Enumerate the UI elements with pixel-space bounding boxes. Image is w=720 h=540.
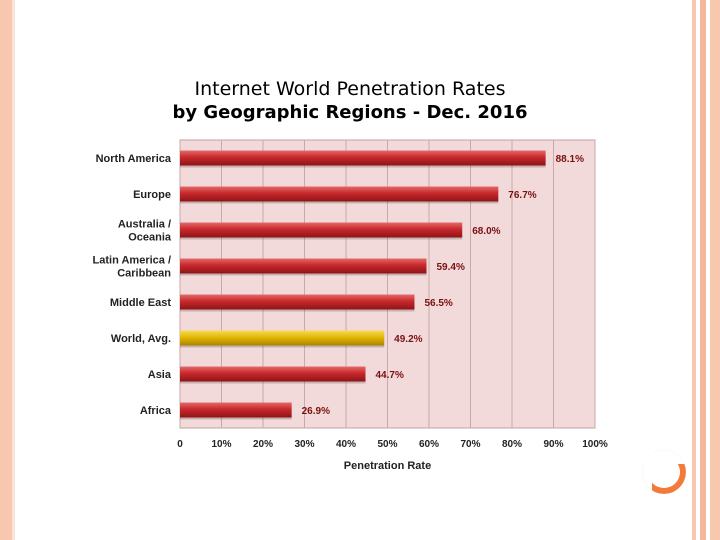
left-border: [0, 0, 12, 540]
bar: [180, 186, 499, 202]
category-label: Africa: [140, 405, 172, 417]
x-tick-label: 40%: [336, 439, 356, 450]
category-label: Middle East: [110, 297, 171, 309]
category-label: Australia /: [118, 219, 171, 231]
x-tick-label: 30%: [294, 439, 314, 450]
x-tick-label: 70%: [460, 439, 480, 450]
data-label: 26.9%: [302, 406, 330, 417]
x-axis-title: Penetration Rate: [344, 460, 431, 472]
category-label: Asia: [148, 369, 172, 381]
chart-title: Internet World Penetration Rates: [194, 78, 506, 100]
x-tick-label: 60%: [419, 439, 439, 450]
data-label: 76.7%: [508, 190, 536, 201]
bar: [180, 258, 427, 274]
category-label: Europe: [133, 189, 171, 201]
data-label: 88.1%: [556, 154, 584, 165]
bar-world-avg: [180, 330, 385, 346]
data-label: 44.7%: [376, 370, 404, 381]
bar: [180, 402, 292, 418]
data-label: 49.2%: [394, 334, 422, 345]
category-label: Caribbean: [117, 268, 171, 280]
category-label: North America: [96, 153, 172, 165]
x-tick-label: 50%: [377, 439, 397, 450]
decorative-circle: [642, 450, 686, 494]
category-label: World, Avg.: [111, 333, 171, 345]
bar: [180, 366, 366, 382]
left-border-inner: [12, 0, 15, 540]
right-border: [688, 0, 720, 540]
category-label: Latin America /: [93, 255, 171, 267]
category-label: Oceania: [128, 232, 172, 244]
x-tick-label: 90%: [543, 439, 563, 450]
bar: [180, 294, 415, 310]
chart-subtitle: by Geographic Regions - Dec. 2016: [172, 102, 528, 123]
x-tick-label: 10%: [211, 439, 231, 450]
x-tick-label: 0: [177, 439, 183, 450]
bar: [180, 150, 546, 166]
data-label: 59.4%: [437, 262, 465, 273]
bar: [180, 222, 463, 238]
x-tick-label: 100%: [582, 439, 608, 450]
x-tick-label: 80%: [502, 439, 522, 450]
x-tick-label: 20%: [253, 439, 273, 450]
data-label: 56.5%: [424, 298, 452, 309]
data-label: 68.0%: [472, 226, 500, 237]
